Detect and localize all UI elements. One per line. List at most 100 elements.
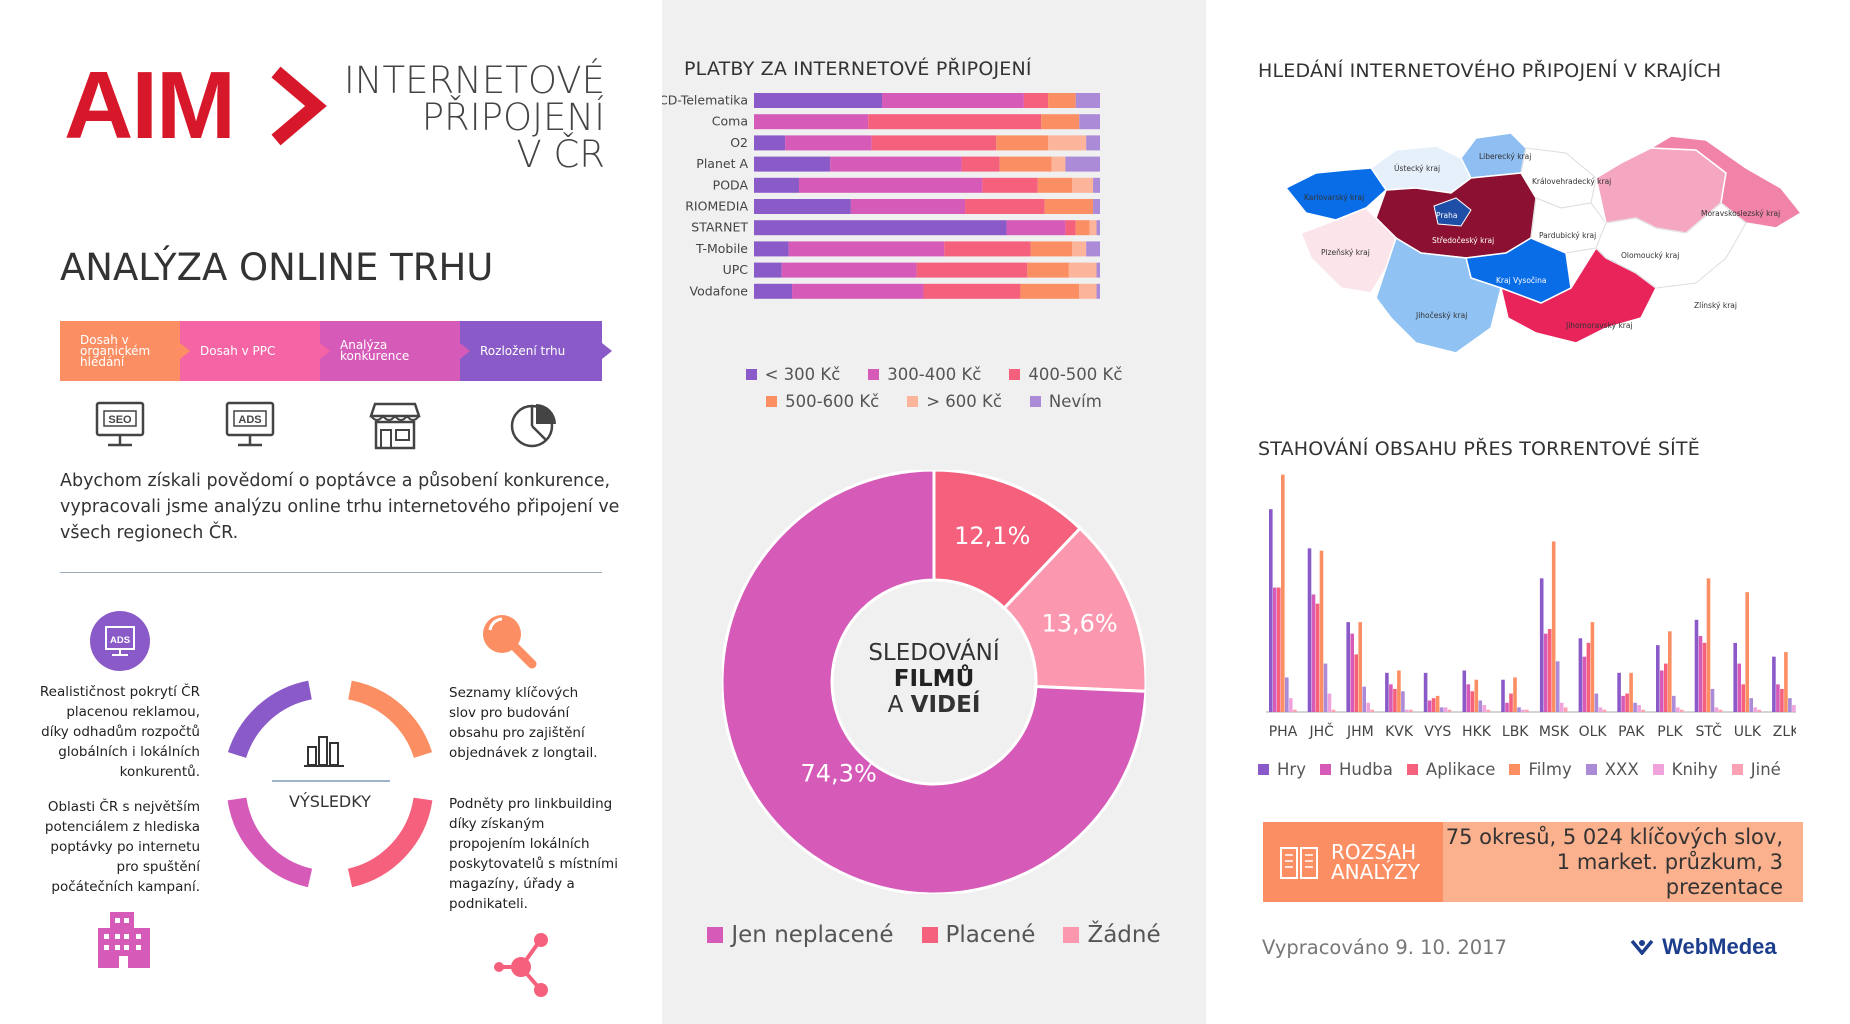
step-label: Dosah v PPC: [200, 343, 276, 358]
bar-segment: [1044, 199, 1094, 214]
bar-segment: [798, 177, 983, 193]
bar: [1509, 693, 1513, 712]
bar: [1427, 700, 1432, 712]
result-note-regions: Oblasti ČR s největším potenciálem z hle…: [44, 799, 200, 895]
step-organic: Dosah v organickém hledání: [60, 321, 190, 381]
legend-swatch: [1009, 369, 1021, 380]
legend-label: 300-400 Kč: [887, 365, 982, 384]
bar: [1315, 603, 1320, 712]
legend-item: 300-400 Kč: [868, 365, 981, 384]
legend-item: Aplikace: [1406, 760, 1496, 779]
legend-swatch: [745, 369, 757, 380]
logo-text: AIM: [64, 52, 236, 159]
bar: [1664, 663, 1668, 712]
bar: [1698, 635, 1703, 712]
bar-segment: [1086, 135, 1100, 151]
svg-text:Karlovarský kraj: Karlovarský kraj: [1304, 193, 1364, 202]
bar-segment: [1096, 262, 1100, 278]
webmedea-logo: WebMedea: [1630, 934, 1777, 960]
payments-legend: < 300 Kč 300-400 Kč 400-500 Kč 500-600 Kč > …: [682, 365, 1186, 419]
analysis-scope-bar: ROZSAH ANALÝZY 75 okresů, 5 024 klíčovýc…: [1263, 822, 1803, 902]
bar: [1354, 654, 1358, 712]
legend-label: Aplikace: [1425, 760, 1496, 779]
bar-segment: [754, 262, 782, 278]
bar-segment: [982, 177, 1038, 193]
bar-segment: [1072, 241, 1087, 257]
donut-slice-label: 13,6%: [1041, 609, 1117, 637]
legend-label: Hudba: [1338, 760, 1393, 779]
category-label: JHČ: [1308, 722, 1334, 740]
bar: [1423, 672, 1428, 712]
bar-segment: [1093, 199, 1100, 214]
bar-segment: [1037, 177, 1073, 193]
bar-segment: [754, 199, 851, 214]
seo-monitor-icon: SEO: [95, 401, 145, 447]
aim-logo: AIM: [64, 58, 327, 154]
donut-slice: [722, 470, 1146, 894]
bar-segment: [871, 135, 997, 151]
chevron-right-icon: [271, 66, 327, 146]
bar: [1582, 656, 1587, 712]
category-label: KVK: [1385, 724, 1414, 740]
category-label: PAK: [1618, 724, 1645, 740]
bar: [1539, 578, 1544, 712]
svg-text:Olomoucký kraj: Olomoucký kraj: [1621, 251, 1679, 260]
bar: [1625, 693, 1629, 712]
legend-item: Filmy: [1509, 760, 1572, 779]
bar: [1501, 679, 1505, 712]
category-label: ZLK: [1773, 724, 1796, 740]
bar: [1753, 707, 1757, 712]
legend-swatch: [1406, 764, 1418, 775]
bar: [1706, 578, 1711, 712]
svg-text:Liberecký kraj: Liberecký kraj: [1479, 152, 1531, 161]
step-competition: Analýza konkurence: [320, 321, 470, 381]
legend-swatch: [1652, 764, 1664, 775]
map-region-labels: Ústecký kraj Liberecký kraj Královehrade…: [1304, 152, 1780, 330]
bar-segment: [1020, 283, 1080, 299]
category-label: T-Mobile: [695, 241, 748, 256]
region-moravskoslezsky: [1648, 135, 1803, 229]
scope-line-1: 75 okresů, 5 024 klíčových slov,: [1445, 824, 1783, 849]
bar: [1629, 672, 1633, 712]
bar: [1431, 698, 1436, 712]
bar: [1319, 550, 1324, 712]
bar-segment: [996, 135, 1049, 151]
bar: [1578, 638, 1583, 712]
bar-segment: [1096, 283, 1100, 299]
legend-swatch: [1509, 764, 1521, 775]
bar: [1513, 677, 1517, 712]
step-label: Analýza konkurence: [340, 338, 410, 363]
donut-legend: Jen neplacené Placené Žádné: [682, 922, 1186, 956]
legend-label: Placené: [945, 922, 1036, 948]
category-label: PODA: [713, 177, 749, 192]
bar-segment: [754, 241, 789, 257]
legend-label: Jen neplacené: [731, 922, 894, 948]
bar: [1323, 663, 1328, 712]
bar: [1776, 684, 1780, 712]
bar-segment: [785, 135, 872, 151]
legend-swatch: [1319, 764, 1331, 775]
bar: [1447, 709, 1452, 712]
bar-segment: [882, 93, 1024, 108]
category-label: STARNET: [691, 220, 748, 235]
legend-item: 400-500 Kč: [1009, 365, 1122, 384]
divider: [60, 572, 602, 573]
bar: [1694, 619, 1699, 712]
middle-column: PLATBY ZA INTERNETOVÉ PŘIPOJENÍ CD-Telem…: [662, 0, 1206, 1024]
bar: [1745, 592, 1749, 712]
svg-text:Moravskoslezský kraj: Moravskoslezský kraj: [1701, 209, 1780, 218]
legend-label: Žádné: [1087, 922, 1161, 948]
legend-label: 400-500 Kč: [1028, 365, 1123, 384]
bar-segment: [754, 135, 786, 151]
bar: [1633, 702, 1637, 712]
legend-label: Nevím: [1048, 392, 1102, 411]
ads-badge-icon: ADS: [90, 611, 150, 671]
legend-swatch: [1731, 764, 1743, 775]
legend-label: Filmy: [1528, 760, 1572, 779]
bar: [1784, 652, 1788, 712]
category-label: Planet A: [696, 156, 748, 171]
bar: [1462, 670, 1467, 712]
bar: [1757, 709, 1761, 712]
bar: [1737, 663, 1741, 712]
